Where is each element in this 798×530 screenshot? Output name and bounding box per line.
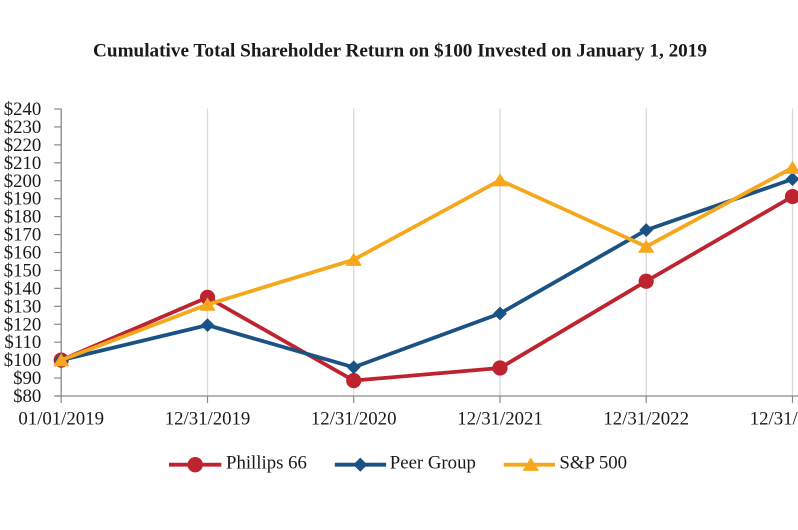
svg-text:$220: $220 <box>4 135 42 156</box>
svg-text:$90: $90 <box>13 368 41 389</box>
svg-text:$150: $150 <box>4 260 42 281</box>
svg-text:$210: $210 <box>4 153 42 174</box>
svg-text:12/31/2023: 12/31/2023 <box>750 409 798 430</box>
svg-text:$190: $190 <box>4 189 42 210</box>
svg-text:Phillips 66: Phillips 66 <box>226 452 307 473</box>
svg-text:$230: $230 <box>4 117 42 138</box>
svg-text:12/31/2019: 12/31/2019 <box>165 409 251 430</box>
svg-text:$160: $160 <box>4 243 42 264</box>
svg-text:$200: $200 <box>4 171 42 192</box>
svg-text:01/01/2019: 01/01/2019 <box>18 409 104 430</box>
svg-text:12/31/2022: 12/31/2022 <box>603 409 689 430</box>
svg-text:$240: $240 <box>4 99 42 120</box>
svg-text:12/31/2020: 12/31/2020 <box>311 409 397 430</box>
svg-text:$100: $100 <box>4 350 42 371</box>
svg-text:$120: $120 <box>4 314 42 335</box>
svg-text:Cumulative Total Shareholder R: Cumulative Total Shareholder Return on $… <box>93 41 707 62</box>
svg-text:$80: $80 <box>13 386 41 407</box>
svg-text:$170: $170 <box>4 225 42 246</box>
svg-text:S&P 500: S&P 500 <box>559 452 627 473</box>
svg-text:$130: $130 <box>4 296 42 317</box>
svg-text:$180: $180 <box>4 207 42 228</box>
svg-text:$110: $110 <box>4 332 41 353</box>
svg-text:Peer Group: Peer Group <box>390 452 476 473</box>
svg-text:$140: $140 <box>4 278 42 299</box>
svg-text:12/31/2021: 12/31/2021 <box>457 409 543 430</box>
